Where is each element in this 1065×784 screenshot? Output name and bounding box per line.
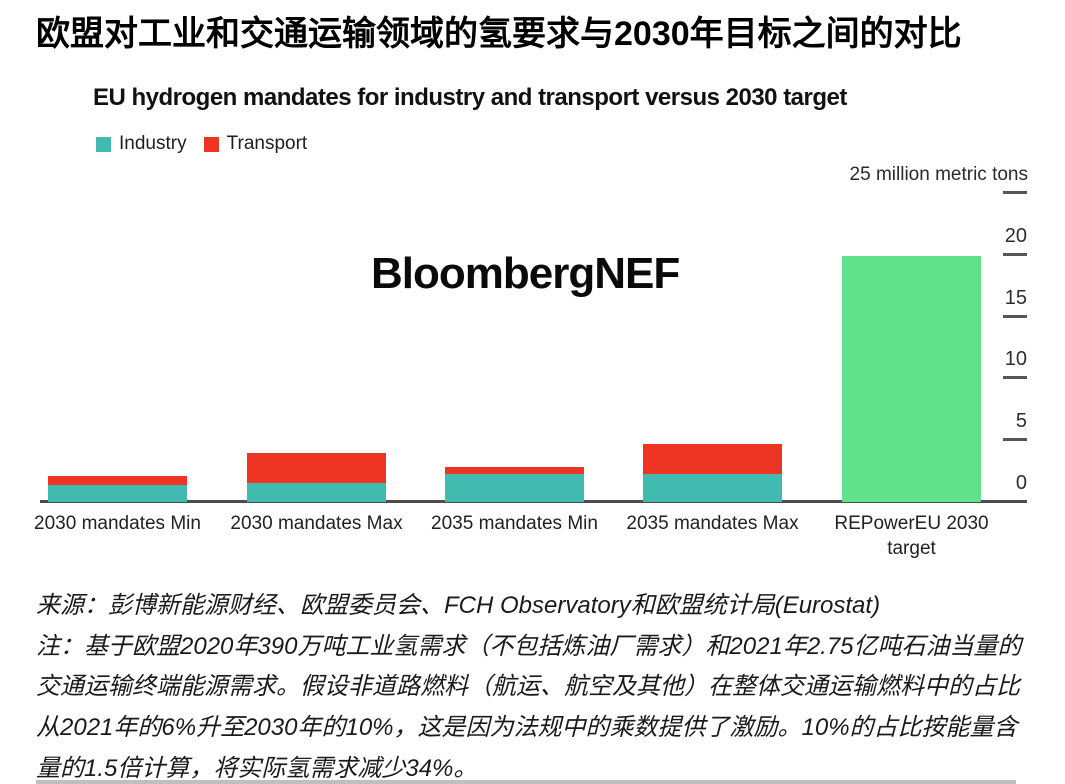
bar-5-repowereu-2030-target (842, 256, 981, 502)
transport-swatch-icon (203, 136, 219, 152)
y-axis-tick-25 (1003, 191, 1027, 194)
bar-2-transport (247, 452, 386, 484)
y-axis-label-10: 10 (1004, 348, 1027, 371)
x-axis-label-5: REPowerEU 2030 target (834, 513, 989, 559)
x-axis-label-2: 2030 mandates Max (230, 513, 403, 534)
legend-item-industry: Industry (96, 133, 187, 155)
note-line-2: 注：基于欧盟2020年390万吨工业氢需求（不包括炼油厂需求）和2021年2.7… (36, 632, 1022, 660)
bar-1-industry (48, 484, 187, 502)
bar-3-transport (445, 467, 584, 474)
legend-label-industry: Industry (119, 133, 187, 154)
bar-3-industry (445, 473, 584, 502)
bar-4-transport (643, 443, 782, 474)
page-title: 欧盟对工业和交通运输领域的氢要求与2030年目标之间的对比 (36, 15, 962, 53)
y-axis-label-0: 0 (1015, 472, 1027, 494)
y-axis-label-20: 20 (1004, 224, 1027, 247)
cropped-text-edge (36, 780, 1016, 784)
x-axis-label-1: 2030 mandates Min (34, 513, 201, 534)
watermark: BloombergNEF (371, 249, 680, 298)
y-axis-tick-20 (1003, 252, 1027, 256)
note-line-1: 来源：彭博新能源财经、欧盟委员会、FCH Observatory和欧盟统计局(E… (36, 592, 881, 619)
y-axis-label-5: 5 (1015, 410, 1027, 433)
note-line-3: 交通运输终端能源需求。假设非道路燃料（航运、航空及其他）在整体交通运输燃料中的占… (36, 673, 1020, 701)
chart-title: EU hydrogen mandates for industry and tr… (93, 84, 847, 111)
y-axis-label-15: 15 (1004, 286, 1027, 309)
bar-2-industry (247, 483, 386, 502)
y-axis-tick-5 (1003, 438, 1027, 442)
legend-item-transport: Transport (203, 133, 308, 155)
bar-1-transport (48, 476, 187, 485)
note-line-5: 量的1.5倍计算，将实际氢需求减少34%。 (36, 754, 478, 782)
bar-4-industry (643, 473, 782, 502)
x-axis-label-3: 2035 mandates Min (431, 513, 598, 534)
legend: Industry Transport (96, 133, 307, 155)
x-axis-label-4: 2035 mandates Max (626, 513, 799, 534)
industry-swatch-icon (96, 136, 111, 152)
y-axis-tick-10 (1003, 376, 1027, 380)
note-line-4: 从2021年的6%升至2030年的10%，这是因为法规中的乘数提供了激励。10%… (36, 714, 1018, 742)
legend-label-transport: Transport (226, 133, 308, 154)
y-axis-unit-label: 25 million metric tons (849, 164, 1028, 185)
y-axis-tick-15 (1003, 314, 1027, 318)
